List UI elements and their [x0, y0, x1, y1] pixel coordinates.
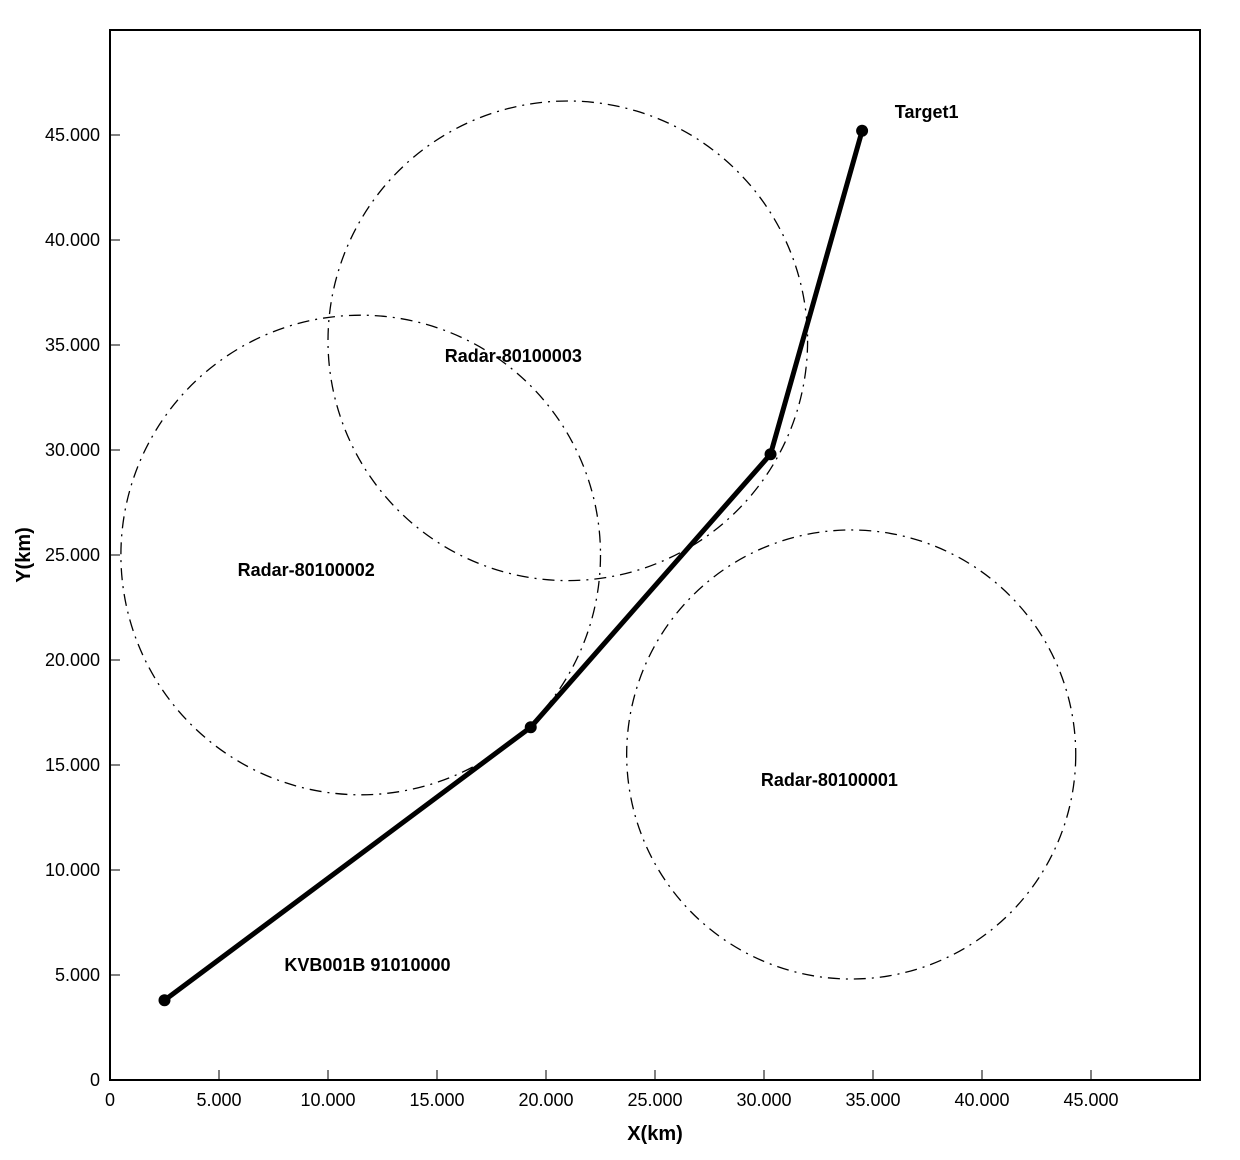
x-tick-label: 25.000: [627, 1090, 682, 1110]
x-tick-label: 45.000: [1063, 1090, 1118, 1110]
waypoint-node: [525, 721, 537, 733]
radar-label: Radar-80100002: [238, 560, 375, 580]
annotation-label: KVB001B 91010000: [284, 955, 450, 975]
x-tick-label: 20.000: [518, 1090, 573, 1110]
trajectory-plot: 5.000 10.000 15.000 20.000 25.000 30.000 35.00…: [0, 0, 1240, 1160]
radar-label: Radar-80100003: [445, 346, 582, 366]
y-tick-label: 30.000: [45, 440, 100, 460]
waypoint-node: [159, 994, 171, 1006]
y-tick-label: 15.000: [45, 755, 100, 775]
y-tick-label: 0: [90, 1070, 100, 1090]
waypoint-node: [856, 125, 868, 137]
radar-range-circle: [627, 530, 1076, 979]
x-tick-label: 10.000: [300, 1090, 355, 1110]
y-tick-label: 20.000: [45, 650, 100, 670]
x-axis-label: X(km): [627, 1123, 683, 1145]
x-tick-label: 15.000: [409, 1090, 464, 1110]
y-tick-label: 10.000: [45, 860, 100, 880]
y-tick-label: 35.000: [45, 335, 100, 355]
x-tick-label: 0: [105, 1090, 115, 1110]
annotation-label: Target1: [895, 102, 959, 122]
y-tick-label: 5.000: [55, 965, 100, 985]
y-tick-label: 40.000: [45, 230, 100, 250]
y-tick-label: 25.000: [45, 545, 100, 565]
waypoint-node: [765, 448, 777, 460]
radar-label: Radar-80100001: [761, 770, 898, 790]
plot-border: [110, 30, 1200, 1080]
y-tick-label: 45.000: [45, 125, 100, 145]
x-tick-label: 40.000: [954, 1090, 1009, 1110]
x-tick-label: 35.000: [845, 1090, 900, 1110]
x-tick-label: 30.000: [736, 1090, 791, 1110]
radar-range-circle: [328, 101, 808, 581]
y-axis-label: Y(km): [13, 527, 35, 583]
x-tick-label: 5.000: [196, 1090, 241, 1110]
